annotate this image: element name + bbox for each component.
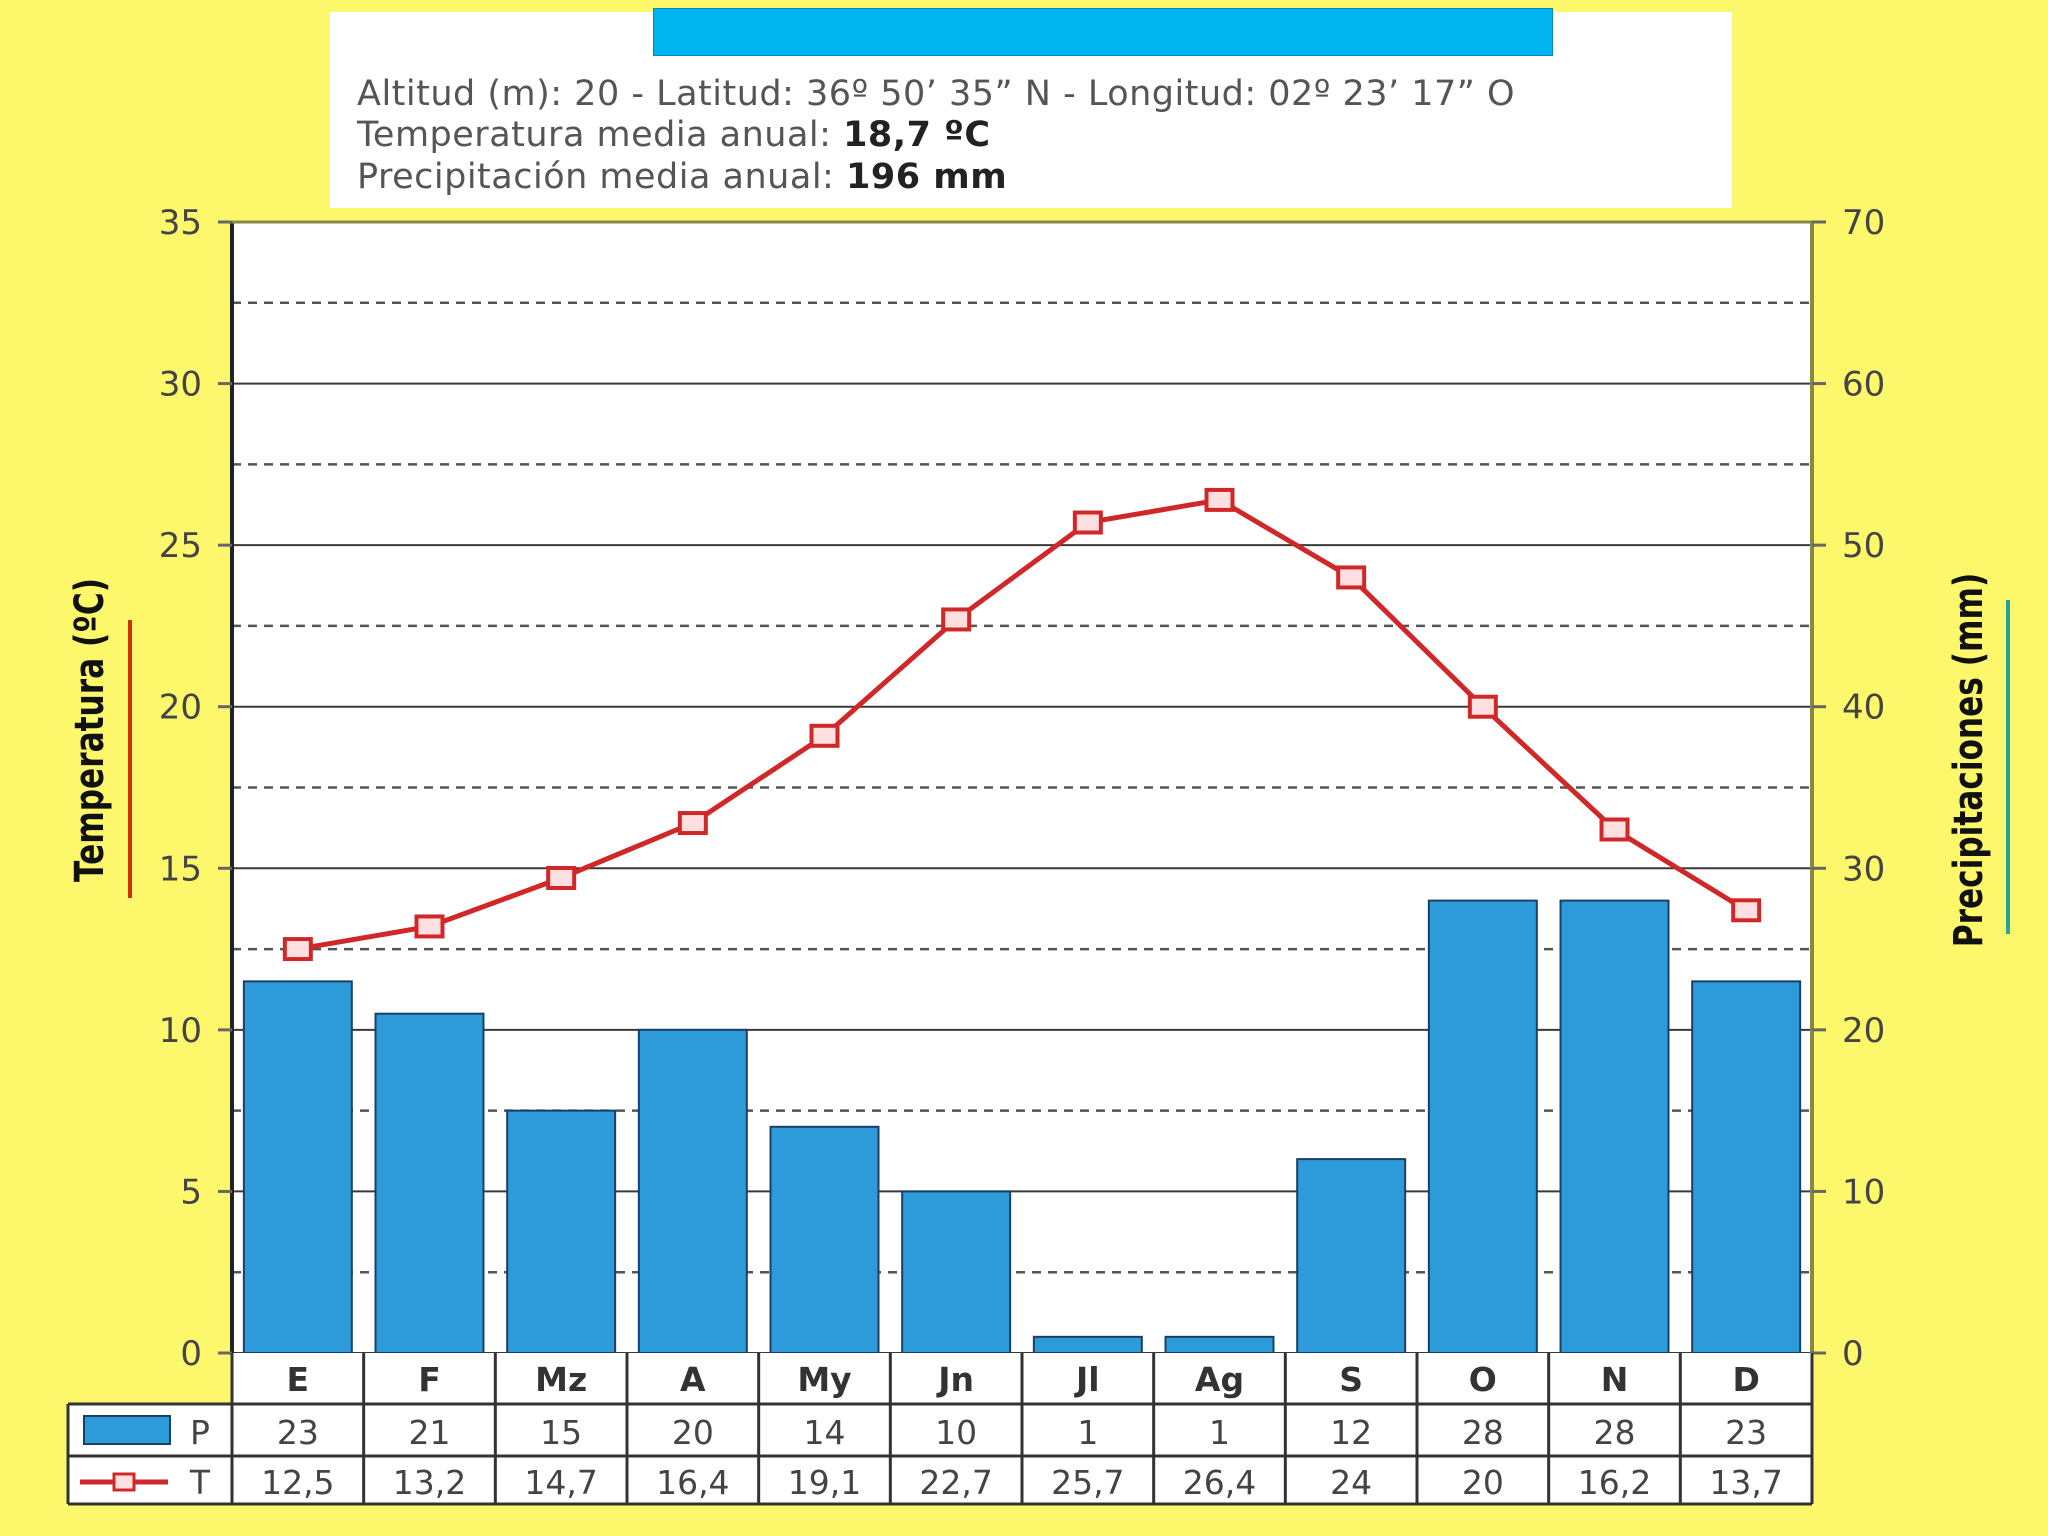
left-tick-label: 5 (180, 1172, 202, 1212)
month-label-D: D (1732, 1360, 1759, 1399)
temp-row-label: T (189, 1463, 211, 1502)
temp-marker-N (1599, 817, 1630, 842)
right-tick-label: 10 (1842, 1172, 1885, 1212)
precip-value-O: 28 (1462, 1413, 1504, 1452)
temp-marker-D (1731, 898, 1762, 923)
precip-value-My: 14 (804, 1413, 846, 1452)
temp-marker-O (1467, 694, 1498, 719)
left-tick-label: 20 (159, 688, 202, 728)
annual-precip-value: 196 mm (845, 157, 1008, 197)
location-line: Altitud (m): 20 - Latitud: 36º 50’ 35” N… (357, 74, 1516, 114)
temp-value-Jn: 22,7 (919, 1463, 992, 1502)
temp-value-N: 16,2 (1578, 1463, 1651, 1502)
precip-value-N: 28 (1594, 1413, 1636, 1452)
left-tick-label: 35 (159, 203, 202, 243)
temp-value-E: 12,5 (261, 1463, 334, 1502)
month-label-Jl: Jl (1074, 1360, 1100, 1399)
month-label-N: N (1601, 1360, 1629, 1399)
precip-bar-S (1296, 1158, 1407, 1354)
left-tick-label: 15 (159, 849, 202, 889)
precip-bar-O (1427, 899, 1538, 1354)
precip-bar-Mz (506, 1109, 617, 1354)
title-redaction-bar (653, 8, 1553, 56)
precip-value-Ag: 1 (1209, 1413, 1230, 1452)
right-axis-title: Precipitaciones (mm) (1946, 573, 1992, 947)
month-label-S: S (1339, 1360, 1363, 1399)
left-tick-label: 25 (159, 526, 202, 566)
precip-legend-swatch (83, 1415, 171, 1445)
month-label-Ag: Ag (1195, 1360, 1244, 1399)
temp-value-Jl: 25,7 (1051, 1463, 1124, 1502)
temp-marker-Jl (1072, 510, 1103, 535)
temp-value-A: 16,4 (656, 1463, 729, 1502)
left-axis-title: Temperatura (ºC) (67, 578, 113, 882)
precip-value-S: 12 (1330, 1413, 1372, 1452)
temp-marker-Ag (1204, 487, 1235, 512)
right-tick-label: 20 (1842, 1011, 1885, 1051)
temp-value-My: 19,1 (788, 1463, 861, 1502)
temp-line (297, 497, 1748, 952)
temp-value-Ag: 26,4 (1183, 1463, 1256, 1502)
precip-value-Jn: 10 (935, 1413, 977, 1452)
temp-value-F: 13,2 (393, 1463, 466, 1502)
month-label-E: E (287, 1360, 310, 1399)
annual-precip-line: Precipitación media anual: 196 mm (357, 157, 1007, 197)
month-label-F: F (418, 1360, 441, 1399)
month-label-Jn: Jn (936, 1360, 974, 1399)
temp-value-S: 24 (1330, 1463, 1372, 1502)
temp-value-O: 20 (1462, 1463, 1504, 1502)
temp-marker-E (282, 937, 313, 962)
left-tick-label: 30 (159, 365, 202, 405)
precip-row-label: P (190, 1413, 210, 1452)
temp-value-D: 13,7 (1709, 1463, 1782, 1502)
precip-value-E: 23 (277, 1413, 319, 1452)
month-label-A: A (680, 1360, 706, 1399)
precip-bar-D (1691, 980, 1802, 1355)
temp-marker-A (677, 811, 708, 836)
month-label-O: O (1469, 1360, 1497, 1399)
month-label-Mz: Mz (535, 1360, 587, 1399)
precip-value-Mz: 15 (540, 1413, 582, 1452)
precip-value-Jl: 1 (1077, 1413, 1098, 1452)
precip-bar-N (1559, 899, 1670, 1354)
precip-value-D: 23 (1725, 1413, 1767, 1452)
temp-marker-S (1336, 565, 1367, 590)
month-label-My: My (797, 1360, 851, 1399)
annual-temp-label: Temperatura media anual: (357, 115, 832, 155)
left-tick-label: 10 (159, 1011, 202, 1051)
left-tick-label: 0 (180, 1334, 202, 1374)
temp-value-Mz: 14,7 (524, 1463, 597, 1502)
precip-bar-Ag (1164, 1335, 1275, 1355)
annual-temp-value: 18,7 ºC (843, 115, 991, 155)
precip-bar-E (242, 980, 353, 1355)
temp-marker-Mz (546, 865, 577, 890)
precip-value-A: 20 (672, 1413, 714, 1452)
precip-bar-My (769, 1125, 880, 1355)
table-data-rows (68, 1404, 1812, 1504)
right-tick-label: 60 (1842, 365, 1885, 405)
temp-marker-F (414, 914, 445, 939)
annual-temp-line: Temperatura media anual: 18,7 ºC (357, 115, 991, 155)
right-tick-label: 70 (1842, 203, 1885, 243)
precip-bar-F (374, 1012, 485, 1354)
precip-bar-Jn (901, 1190, 1012, 1355)
right-tick-label: 50 (1842, 526, 1885, 566)
annual-precip-label: Precipitación media anual: (357, 157, 835, 197)
precip-bar-A (637, 1028, 748, 1355)
precip-bar-Jl (1032, 1335, 1143, 1355)
temp-marker-My (809, 723, 840, 748)
temp-marker-Jn (941, 607, 972, 632)
right-tick-label: 40 (1842, 688, 1885, 728)
precip-value-F: 21 (409, 1413, 451, 1452)
right-tick-label: 0 (1842, 1334, 1864, 1374)
right-tick-label: 30 (1842, 849, 1885, 889)
temp-legend-marker (112, 1472, 136, 1492)
